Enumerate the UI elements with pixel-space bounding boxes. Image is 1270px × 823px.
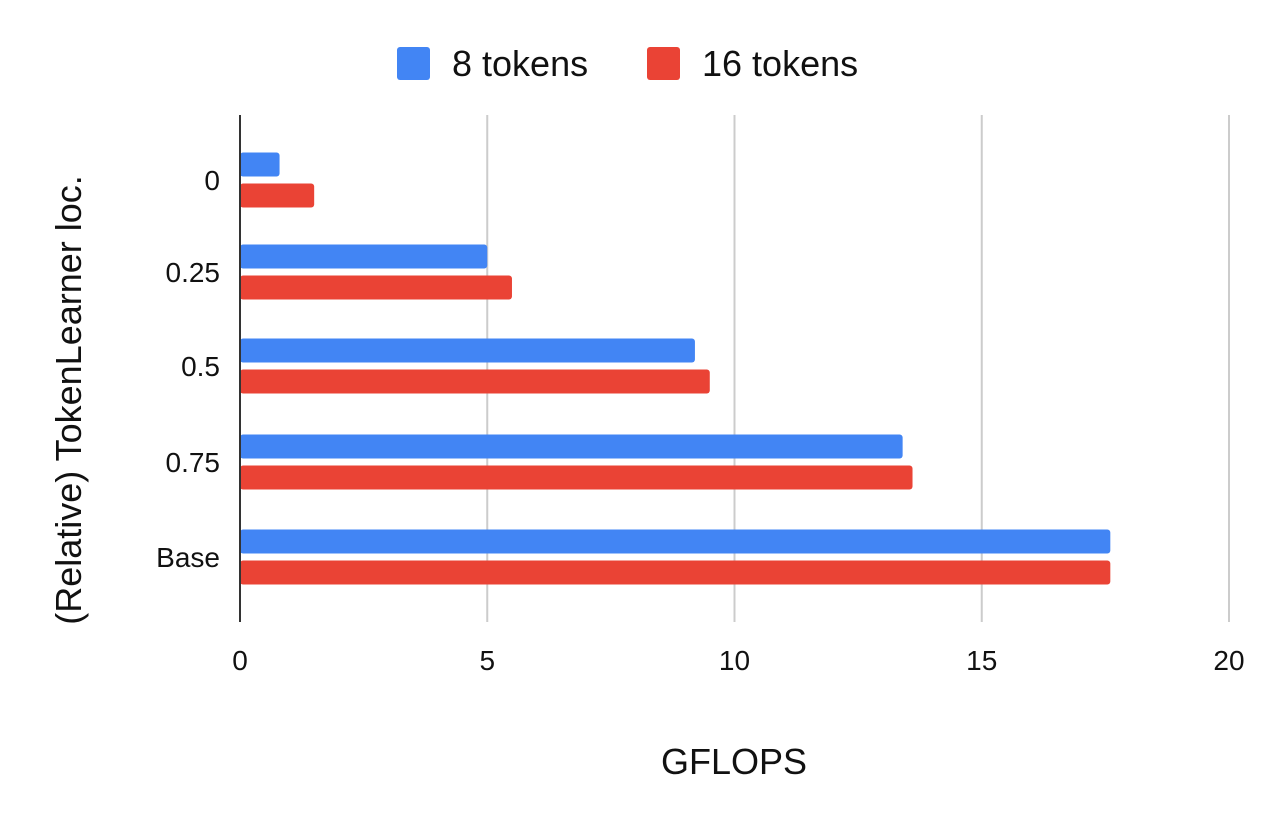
x-tick-labels: 0 5 10 15 20	[232, 645, 1244, 676]
bar-8-tokens-0.75	[240, 434, 903, 459]
bar-8-tokens-Base	[240, 529, 1111, 554]
y-tick-label: 0.5	[181, 351, 220, 382]
bar-16-tokens-0.75	[240, 465, 913, 490]
y-tick-label: Base	[156, 542, 220, 573]
x-tick-label: 20	[1213, 645, 1244, 676]
bar-8-tokens-0	[240, 152, 280, 177]
x-axis-title: GFLOPS	[661, 741, 807, 782]
bar-16-tokens-0.5	[240, 369, 710, 394]
bar-8-tokens-0.5	[240, 338, 695, 363]
bar-16-tokens-0	[240, 183, 315, 208]
x-tick-label: 15	[966, 645, 997, 676]
bar-16-tokens-Base	[240, 560, 1111, 585]
legend-swatch	[397, 47, 430, 80]
bars	[240, 152, 1111, 585]
x-tick-label: 0	[232, 645, 248, 676]
y-tick-labels: 0 0.25 0.5 0.75 Base	[156, 165, 220, 573]
x-tick-label: 5	[479, 645, 495, 676]
legend-swatch	[647, 47, 680, 80]
bar-8-tokens-0.25	[240, 244, 488, 269]
bar-16-tokens-0.25	[240, 275, 512, 300]
x-tick-label: 10	[719, 645, 750, 676]
y-tick-label: 0.75	[166, 447, 221, 478]
y-axis-title: (Relative) TokenLearner loc.	[48, 175, 89, 625]
legend-label: 8 tokens	[452, 43, 588, 84]
legend-label: 16 tokens	[702, 43, 858, 84]
legend: 8 tokens 16 tokens	[397, 43, 858, 84]
y-tick-label: 0.25	[166, 257, 221, 288]
y-tick-label: 0	[204, 165, 220, 196]
